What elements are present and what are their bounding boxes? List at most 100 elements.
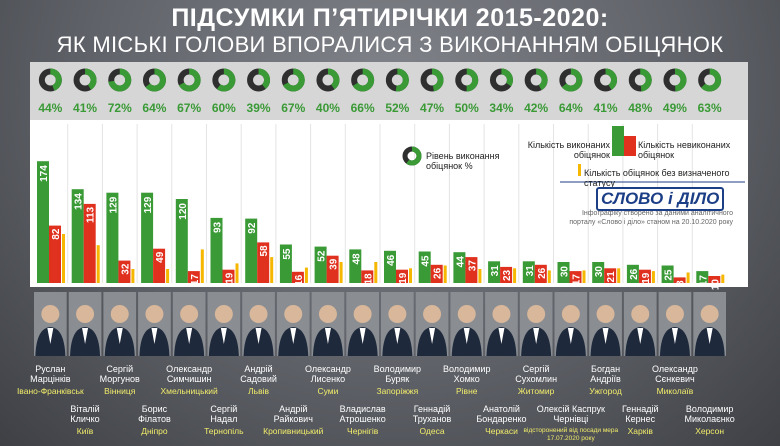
person-icon	[312, 305, 343, 356]
unfulfilled-value: 26	[433, 267, 444, 279]
mayor-first-name: Андрій	[279, 404, 307, 414]
unfulfilled-value: 19	[225, 272, 236, 284]
rate-label: 41%	[594, 101, 618, 115]
unfulfilled-value: 26	[537, 267, 548, 279]
mayor-city: Житомир	[518, 386, 555, 396]
unfulfilled-bar	[83, 203, 96, 283]
rate-donut	[177, 68, 201, 92]
person-icon	[278, 305, 309, 356]
fulfilled-bar	[418, 251, 431, 283]
mayor-first-name: Олексій Каспрук	[537, 404, 605, 414]
fulfilled-bar	[106, 192, 119, 283]
undetermined-bar	[304, 267, 308, 283]
fulfilled-value: 48	[351, 253, 362, 265]
person-icon	[243, 305, 274, 356]
unfulfilled-value: 17	[572, 274, 583, 286]
mayor-last-name: Кернес	[625, 414, 655, 424]
rate-label: 60%	[212, 101, 236, 115]
rate-label: 67%	[177, 101, 201, 115]
rate-label: 50%	[455, 101, 479, 115]
rate-donut	[212, 68, 236, 92]
unfulfilled-bar	[326, 255, 339, 283]
mayor-city: Львів	[248, 386, 269, 396]
mayor-first-name: Владислав	[340, 404, 386, 414]
unfulfilled-bar	[361, 270, 374, 283]
unfulfilled-bar	[187, 271, 200, 283]
mayor-last-name: Сєнкевич	[655, 374, 695, 384]
page-subtitle: ЯК МІСЬКІ ГОЛОВИ ВПОРАЛИСЯ З ВИКОНАННЯМ …	[56, 32, 724, 57]
fulfilled-value: 46	[386, 254, 397, 266]
rate-label: 64%	[142, 101, 166, 115]
rate-donut	[420, 68, 444, 92]
rate-donut	[351, 68, 375, 92]
mayor-first-name: Руслан	[35, 364, 65, 374]
unfulfilled-value: 32	[120, 263, 131, 275]
fulfilled-value: 31	[525, 265, 536, 277]
fulfilled-value: 31	[490, 265, 501, 277]
fulfilled-bar	[349, 249, 362, 283]
person-icon	[139, 305, 170, 356]
unfulfilled-bar	[673, 277, 686, 283]
person-icon	[451, 305, 482, 356]
unfulfilled-bar	[569, 271, 582, 283]
unfulfilled-bar	[500, 266, 513, 283]
undetermined-bar	[686, 272, 690, 283]
rate-label: 40%	[316, 101, 340, 115]
fulfilled-bar	[592, 262, 605, 283]
mayor-city: Миколаїв	[657, 386, 694, 396]
mayor-city: Київ	[77, 426, 94, 436]
legend-undetermined-swatch	[578, 164, 581, 176]
undetermined-bar	[443, 265, 447, 283]
person-icon	[625, 305, 656, 356]
mayor-last-name: Надал	[210, 414, 237, 424]
unfulfilled-bar	[396, 269, 408, 283]
rate-donut	[524, 68, 548, 92]
legend-unfulfilled-swatch	[624, 136, 636, 156]
mayor-first-name: Геннадій	[622, 404, 659, 414]
fulfilled-bar	[245, 218, 258, 283]
rate-label: 63%	[698, 101, 722, 115]
undetermined-bar	[651, 271, 655, 283]
unfulfilled-bar	[257, 242, 270, 283]
source-note: Інфографіку створено за даними аналітичн…	[569, 210, 733, 226]
mayor-last-name: Марцінків	[30, 374, 71, 384]
undetermined-bar	[235, 263, 239, 283]
rate-donut	[594, 68, 618, 92]
rate-donut	[281, 68, 305, 92]
mayor-city: Чернігів	[347, 426, 379, 436]
mayor-last-name: Хомко	[454, 374, 480, 384]
mayor-last-name: Андріїв	[590, 374, 621, 384]
rate-donut	[663, 68, 687, 92]
mayor-first-name: Анатолій	[483, 404, 520, 414]
rate-donut	[455, 68, 479, 92]
unfulfilled-value: 19	[398, 272, 409, 284]
mayor-last-name: Чернівці	[553, 414, 588, 424]
mayor-first-name: Геннадій	[414, 404, 451, 414]
rate-donut	[108, 68, 132, 92]
mayor-city: Одеса	[420, 426, 445, 436]
mayor-first-name: Олександр	[166, 364, 212, 374]
rate-label: 41%	[73, 101, 97, 115]
mayor-first-name: Сергій	[106, 364, 133, 374]
fulfilled-bar	[384, 250, 396, 283]
mayor-city: Ужгород	[589, 386, 622, 396]
person-icon	[35, 305, 66, 356]
unfulfilled-value: 19	[641, 272, 652, 284]
rate-label: 66%	[351, 101, 375, 115]
rate-label: 34%	[489, 101, 513, 115]
rate-label: 52%	[385, 101, 409, 115]
mayor-city: Запоріжжя	[376, 386, 418, 396]
mayor-first-name: Андрій	[244, 364, 272, 374]
fulfilled-value: 45	[421, 255, 432, 267]
